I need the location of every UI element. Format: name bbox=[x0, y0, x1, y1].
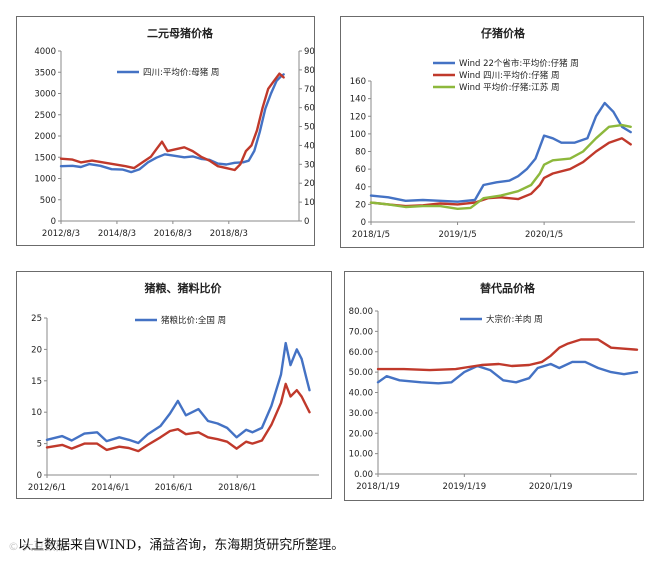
y-tick-label: 10 bbox=[31, 408, 42, 418]
legend-label: Wind 平均价:仔猪:江苏 周 bbox=[459, 82, 560, 93]
data-source-note: 以上数据来自WIND，涌益咨询，东海期货研究所整理。 bbox=[18, 538, 345, 553]
chart-title: 仔猪价格 bbox=[481, 26, 526, 40]
legend-label: 四川:平均价:母猪 周 bbox=[143, 67, 219, 78]
x-tick-label: 2019/1/5 bbox=[438, 230, 476, 240]
right-tick-label: 40 bbox=[304, 141, 315, 151]
y-tick-label: 40.00 bbox=[349, 389, 373, 399]
chart-title: 猪粮、猪料比价 bbox=[144, 281, 223, 295]
x-tick-label: 2018/8/3 bbox=[210, 229, 248, 239]
y-tick-label: 500 bbox=[40, 196, 56, 206]
x-tick-label: 2018/1/5 bbox=[352, 230, 390, 240]
y-tick-label: 80 bbox=[355, 148, 366, 158]
series-line-red bbox=[59, 72, 285, 172]
y-tick-label: 5 bbox=[37, 440, 42, 450]
y-tick-label: 0.00 bbox=[354, 470, 373, 480]
hog-grain-ratio-chart: 猪粮、猪料比价 0 5 10 15 20 25 2012/6/1 2014/6/1 2016/6/… bbox=[28, 281, 319, 493]
right-tick-label: 70 bbox=[304, 85, 315, 95]
y-tick-label: 20 bbox=[31, 345, 42, 355]
y-tick-label: 1500 bbox=[34, 153, 56, 163]
x-tick-label: 2019/1/19 bbox=[443, 482, 487, 492]
y-tick-label: 30.00 bbox=[349, 409, 373, 419]
y-tick-label: 40 bbox=[355, 183, 366, 193]
y-tick-label: 10.00 bbox=[349, 450, 373, 460]
series-line-blue bbox=[376, 360, 639, 385]
x-tick-label: 2014/8/3 bbox=[98, 229, 136, 239]
substitute-price-chart: 替代品价格 0.00 10.00 20.00 30.00 40.00 50.00 60.00 7… bbox=[349, 281, 639, 492]
right-tick-label: 20 bbox=[304, 179, 315, 189]
substitute-price-chart-panel: 替代品价格 0.00 10.00 20.00 30.00 40.00 50.00 60.00 7… bbox=[344, 271, 644, 501]
y-tick-label: 1000 bbox=[34, 175, 56, 185]
right-tick-label: 10 bbox=[304, 198, 315, 208]
legend-label: 大宗价:羊肉 周 bbox=[486, 314, 543, 325]
x-tick-label: 2020/1/5 bbox=[525, 230, 563, 240]
y-tick-label: 60.00 bbox=[349, 348, 373, 358]
y-tick-label: 0 bbox=[361, 218, 366, 228]
y-tick-label: 60 bbox=[355, 165, 366, 175]
y-tick-label: 100 bbox=[350, 130, 366, 140]
right-tick-label: 0 bbox=[304, 217, 309, 227]
y-tick-label: 160 bbox=[350, 77, 366, 87]
sow-price-chart: 二元母猪价格 0 500 1000 1500 2000 2500 3000 3500 4000 0 1… bbox=[34, 26, 315, 239]
right-tick-label: 30 bbox=[304, 160, 315, 170]
watermark: © 大豆数据 bbox=[8, 540, 67, 553]
y-tick-label: 3500 bbox=[34, 68, 56, 78]
x-tick-label: 2012/8/3 bbox=[42, 229, 80, 239]
y-tick-label: 20.00 bbox=[349, 429, 373, 439]
y-tick-label: 2500 bbox=[34, 111, 56, 121]
x-tick-label: 2016/8/3 bbox=[154, 229, 192, 239]
y-tick-label: 2000 bbox=[34, 132, 56, 142]
series-line-blue bbox=[59, 73, 285, 174]
series-line-blue bbox=[45, 341, 311, 445]
right-tick-label: 50 bbox=[304, 123, 315, 133]
legend-label: Wind 四川:平均价:仔猪 周 bbox=[459, 70, 560, 81]
y-tick-label: 80.00 bbox=[349, 307, 373, 317]
legend-label: Wind 22个省市:平均价:仔猪 周 bbox=[459, 58, 579, 69]
y-tick-label: 15 bbox=[31, 377, 42, 387]
right-tick-label: 80 bbox=[304, 66, 315, 76]
y-tick-label: 20 bbox=[355, 200, 366, 210]
y-tick-label: 70.00 bbox=[349, 327, 373, 337]
legend-label: 猪粮比价:全国 周 bbox=[161, 315, 226, 326]
x-tick-label: 2018/6/1 bbox=[218, 483, 256, 493]
x-tick-label: 2016/6/1 bbox=[155, 483, 193, 493]
hog-grain-ratio-chart-panel: 猪粮、猪料比价 0 5 10 15 20 25 2012/6/1 2014/6/1 2016/6/… bbox=[16, 271, 332, 499]
series-line-blue bbox=[369, 101, 632, 203]
sow-price-chart-panel: 二元母猪价格 0 500 1000 1500 2000 2500 3000 3500 4000 0 1… bbox=[16, 16, 315, 246]
y-tick-label: 120 bbox=[350, 112, 366, 122]
right-tick-label: 90 bbox=[304, 47, 315, 57]
y-tick-label: 50.00 bbox=[349, 368, 373, 378]
chart-title: 二元母猪价格 bbox=[147, 26, 214, 40]
y-tick-label: 140 bbox=[350, 95, 366, 105]
y-tick-label: 25 bbox=[31, 314, 42, 324]
series-line-red bbox=[45, 382, 311, 453]
series-line-red bbox=[376, 338, 639, 372]
x-tick-label: 2012/6/1 bbox=[28, 483, 66, 493]
y-tick-label: 4000 bbox=[34, 47, 56, 57]
right-tick-label: 60 bbox=[304, 104, 315, 114]
piglet-price-chart-panel: 仔猪价格 0 20 40 60 80 100 120 140 160 2018/1/5 2019/1/… bbox=[340, 16, 644, 248]
chart-title: 替代品价格 bbox=[480, 281, 536, 295]
x-tick-label: 2014/6/1 bbox=[91, 483, 129, 493]
x-tick-label: 2018/1/19 bbox=[356, 482, 400, 492]
y-tick-label: 3000 bbox=[34, 90, 56, 100]
piglet-price-chart: 仔猪价格 0 20 40 60 80 100 120 140 160 2018/1/5 2019/1/… bbox=[350, 26, 635, 240]
y-tick-label: 0 bbox=[37, 471, 42, 481]
x-tick-label: 2020/1/19 bbox=[529, 482, 573, 492]
series-line-green bbox=[369, 123, 632, 210]
y-tick-label: 0 bbox=[51, 217, 56, 227]
